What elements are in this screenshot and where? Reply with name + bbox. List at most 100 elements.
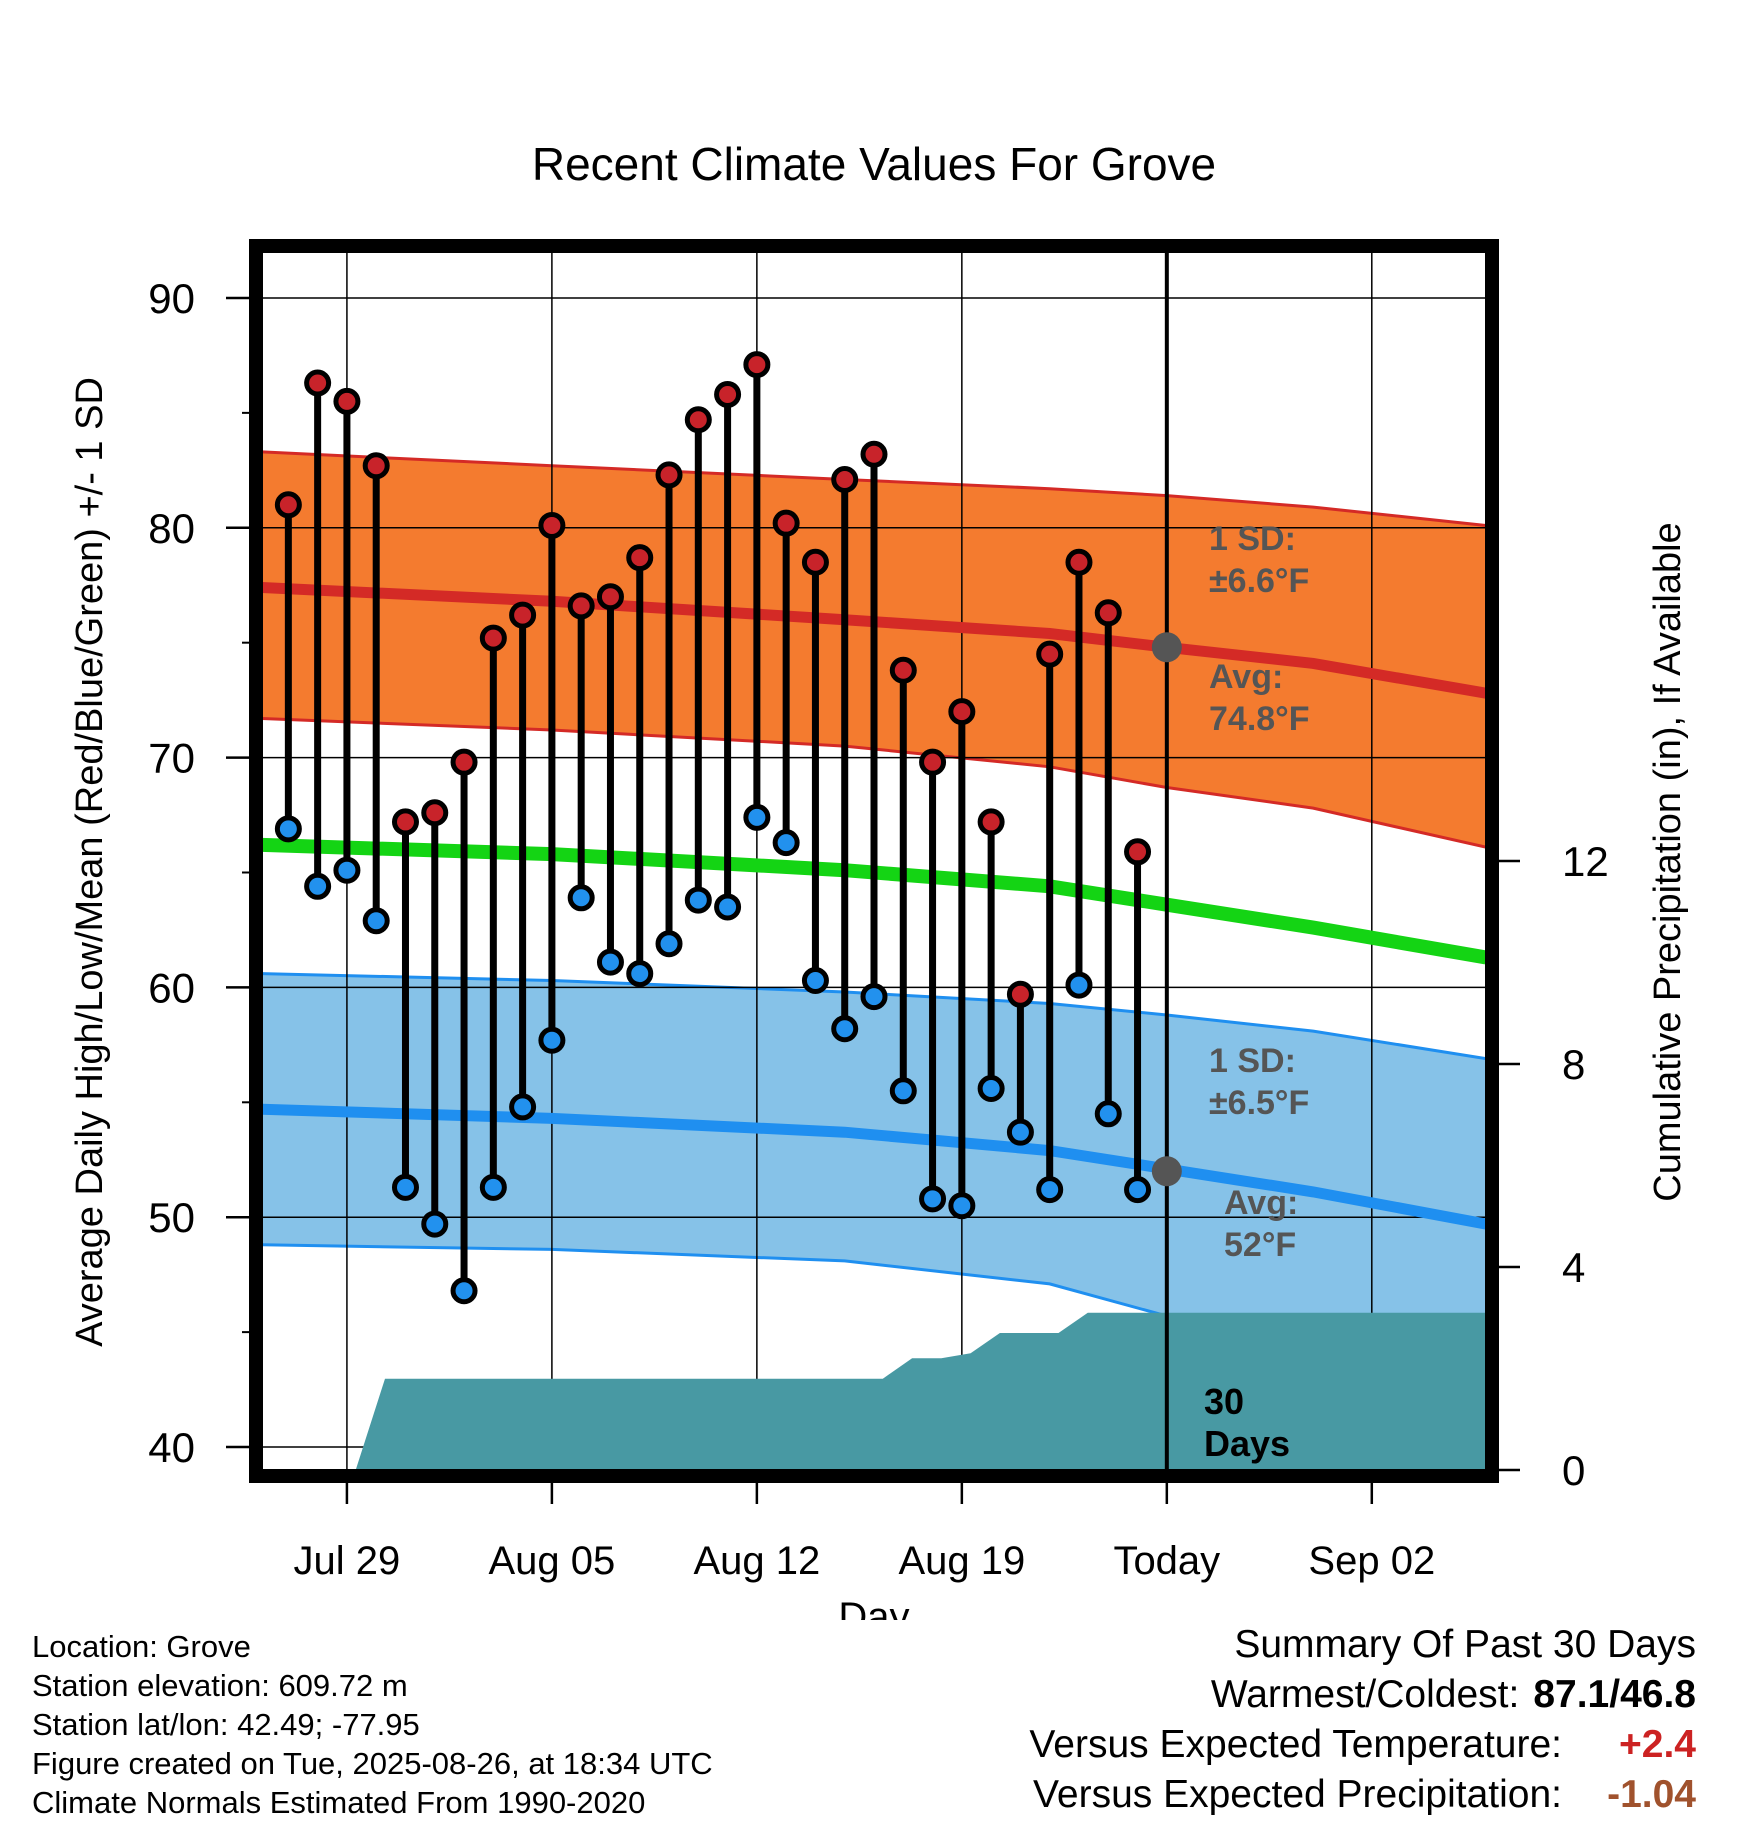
- summary-warm-cold-row: Warmest/Coldest: 87.1/46.8: [1029, 1670, 1696, 1720]
- chart-title: Recent Climate Values For Grove: [532, 138, 1216, 190]
- elevation-text: Station elevation: 609.72 m: [32, 1668, 408, 1703]
- high-sd-label: 1 SD:: [1209, 520, 1296, 558]
- low-temp-point: [1094, 1100, 1122, 1128]
- y2-tick-label: 12: [1562, 838, 1609, 885]
- summary-precip-row: Versus Expected Precipitation: -1.04: [1029, 1770, 1696, 1820]
- window-label-line1: 30: [1204, 1381, 1244, 1422]
- low-sd-label: 1 SD:: [1209, 1042, 1296, 1080]
- high-temp-point: [333, 387, 361, 415]
- low-temp-point: [714, 893, 742, 921]
- high-temp-point: [860, 440, 888, 468]
- low-temp-point: [421, 1210, 449, 1238]
- x-tick-label: Aug 19: [898, 1539, 1025, 1583]
- low-temp-point: [772, 829, 800, 857]
- low-sd-value: ±6.5°F: [1209, 1084, 1309, 1122]
- low-temp-point: [948, 1192, 976, 1220]
- x-tick-label: Jul 29: [294, 1539, 401, 1583]
- low-sd-band: [262, 973, 1486, 1392]
- high-avg-label: Avg:: [1209, 658, 1283, 696]
- high-temp-point: [743, 351, 771, 379]
- y-tick-label: 80: [148, 505, 195, 552]
- y-tick-label: 90: [148, 275, 195, 322]
- low-temp-point: [274, 815, 302, 843]
- precip-area: [355, 1312, 1486, 1470]
- x-tick-label: Sep 02: [1308, 1539, 1435, 1583]
- low-avg-value: 52°F: [1224, 1226, 1296, 1264]
- y-tick-label: 70: [148, 735, 195, 782]
- high-temp-point: [831, 466, 859, 494]
- low-temp-point: [304, 872, 332, 900]
- low-temp-point: [333, 856, 361, 884]
- precip-value: -1.04: [1607, 1773, 1696, 1816]
- temp-value: +2.4: [1619, 1723, 1696, 1766]
- low-temp-point: [860, 983, 888, 1011]
- precip-label: Versus Expected Precipitation:: [1033, 1773, 1562, 1816]
- high-temp-point: [274, 491, 302, 519]
- today-high-avg-point: [1151, 632, 1182, 663]
- y-tick-label: 40: [148, 1424, 195, 1471]
- low-temp-point: [831, 1015, 859, 1043]
- low-temp-point: [479, 1173, 507, 1201]
- high-temp-point: [919, 748, 947, 776]
- y-axis-label: Average Daily High/Low/Mean (Red/Blue/Gr…: [69, 377, 111, 1347]
- low-temp-point: [919, 1185, 947, 1213]
- low-temp-point: [889, 1077, 917, 1105]
- high-temp-point: [1094, 599, 1122, 627]
- x-axis-label: Day: [838, 1595, 909, 1620]
- high-temp-point: [509, 601, 537, 629]
- high-temp-point: [421, 799, 449, 827]
- high-temp-point: [1124, 838, 1152, 866]
- high-sd-value: ±6.6°F: [1209, 562, 1309, 600]
- high-temp-point: [450, 748, 478, 776]
- low-temp-point: [626, 960, 654, 988]
- low-temp-point: [743, 803, 771, 831]
- y2-tick-label: 0: [1562, 1447, 1585, 1494]
- high-temp-point: [1006, 980, 1034, 1008]
- high-temp-point: [655, 461, 683, 489]
- low-temp-point: [684, 886, 712, 914]
- low-temp-point: [567, 884, 595, 912]
- y2-axis-label: Cumulative Precipitation (in), If Availa…: [1647, 522, 1689, 1201]
- summary-panel: Summary Of Past 30 Days Warmest/Coldest:…: [1029, 1620, 1696, 1820]
- y2-tick-label: 4: [1562, 1244, 1585, 1291]
- summary-temp-row: Versus Expected Temperature: +2.4: [1029, 1720, 1696, 1770]
- low-temp-point: [1065, 971, 1093, 999]
- y2-tick-label: 8: [1562, 1041, 1585, 1088]
- x-tick-label: Aug 05: [489, 1539, 616, 1583]
- high-temp-point: [362, 452, 390, 480]
- high-temp-point: [596, 583, 624, 611]
- location-text: Location: Grove: [32, 1629, 251, 1664]
- high-temp-point: [479, 624, 507, 652]
- low-temp-point: [977, 1075, 1005, 1103]
- created-text: Figure created on Tue, 2025-08-26, at 18…: [32, 1746, 713, 1781]
- window-label-line2: Days: [1204, 1423, 1290, 1464]
- high-temp-point: [304, 369, 332, 397]
- y-tick-label: 60: [148, 964, 195, 1011]
- low-temp-point: [450, 1277, 478, 1305]
- climate-chart: 1 SD: ±6.6°F Avg: 74.8°F 1 SD: ±6.5°F Avg: 52°F…: [69, 138, 1689, 1620]
- high-temp-point: [977, 808, 1005, 836]
- high-avg-value: 74.8°F: [1209, 700, 1310, 738]
- high-temp-point: [391, 808, 419, 836]
- low-temp-point: [509, 1093, 537, 1121]
- latlon-text: Station lat/lon: 42.49; -77.95: [32, 1707, 420, 1742]
- high-temp-point: [626, 544, 654, 572]
- low-temp-point: [391, 1173, 419, 1201]
- high-temp-point: [538, 511, 566, 539]
- low-temp-point: [538, 1026, 566, 1054]
- high-temp-point: [1036, 640, 1064, 668]
- low-temp-point: [1124, 1176, 1152, 1204]
- low-temp-point: [655, 930, 683, 958]
- high-temp-point: [889, 656, 917, 684]
- temp-label: Versus Expected Temperature:: [1029, 1723, 1562, 1766]
- high-temp-point: [1065, 548, 1093, 576]
- x-tick-label: Today: [1113, 1539, 1220, 1583]
- warm-cold-value: 87.1/46.8: [1533, 1673, 1696, 1716]
- summary-title: Summary Of Past 30 Days: [1234, 1623, 1696, 1666]
- high-temp-point: [567, 592, 595, 620]
- high-temp-point: [801, 548, 829, 576]
- normals-text: Climate Normals Estimated From 1990-2020: [32, 1785, 646, 1820]
- high-temp-point: [772, 509, 800, 537]
- low-temp-point: [1036, 1176, 1064, 1204]
- high-temp-point: [684, 406, 712, 434]
